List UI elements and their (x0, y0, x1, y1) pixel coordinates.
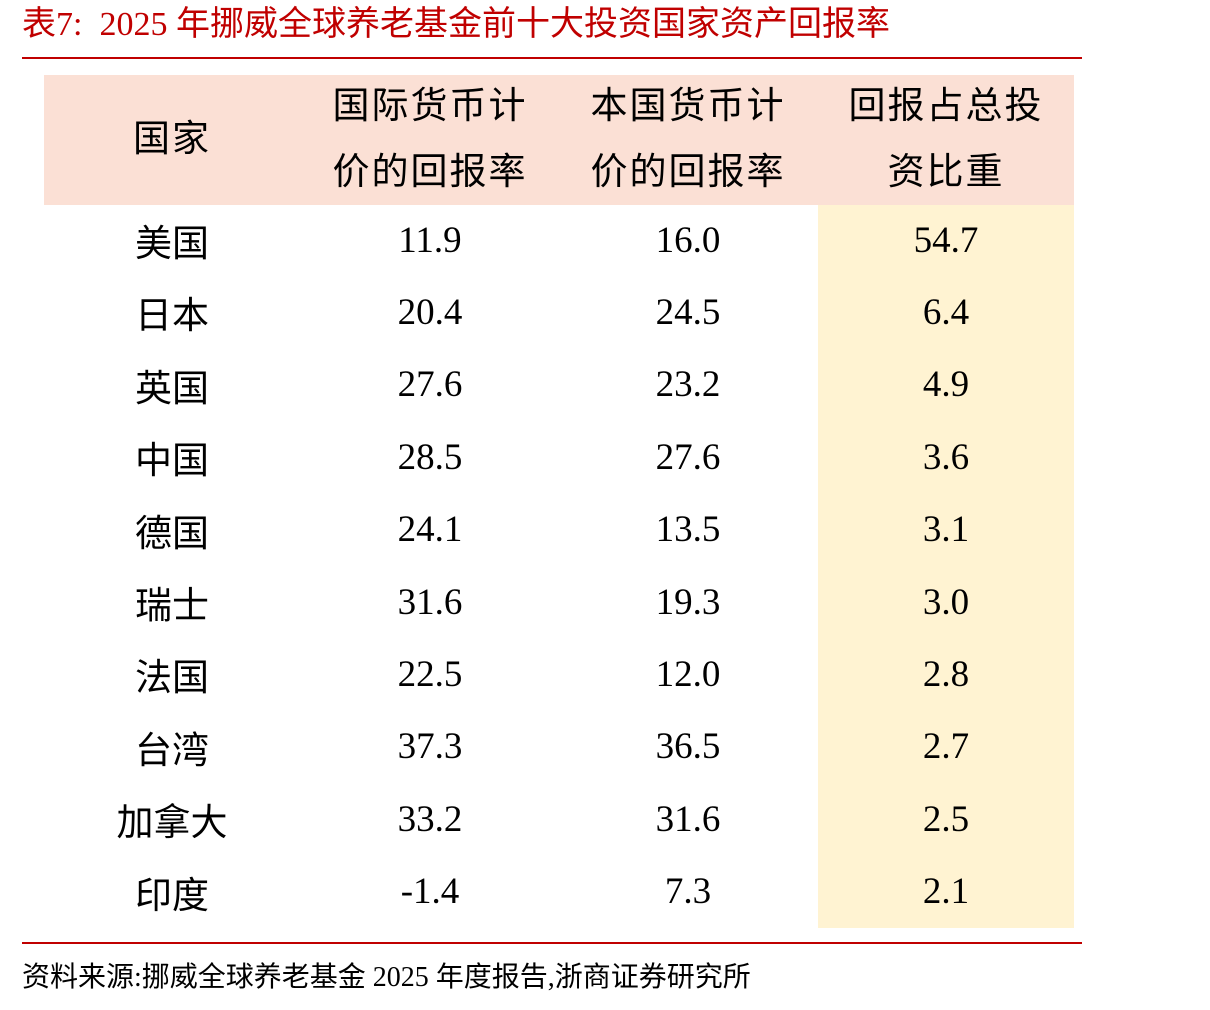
row-label: 德国 (135, 513, 209, 555)
title: 表7: 2025 年挪威全球养老基金前十大投资国家资产回报率 (22, 6, 890, 43)
table-cell: 3.0 (922, 581, 970, 623)
table-cell: 13.5 (655, 509, 721, 551)
row-label: 台湾 (135, 730, 209, 772)
table-cell: 12.0 (655, 653, 721, 695)
table-cell: 20.4 (397, 291, 463, 333)
table-cell: 23.2 (655, 364, 721, 406)
table-cell: 24.1 (397, 509, 463, 551)
row-label: 瑞士 (135, 586, 209, 627)
column-header-text: 本国货币计价的回报率 (590, 86, 786, 193)
table-cell: 3.6 (922, 436, 970, 478)
table-cell: 7.3 (664, 871, 712, 913)
row-label: 法国 (135, 658, 209, 700)
table-cell: 2.5 (922, 798, 970, 840)
table-cell: 2.8 (922, 653, 970, 695)
row-label: 美国 (135, 224, 209, 265)
column-header: 国家 (43, 75, 301, 205)
table-cell: 31.6 (655, 798, 721, 840)
row-label: 日本 (135, 296, 209, 338)
table-cell: -1.4 (400, 871, 460, 913)
table-cell: 28.5 (397, 436, 463, 478)
row-label: 印度 (135, 875, 209, 917)
column-highlight (818, 205, 1074, 928)
table-cell: 22.5 (397, 653, 463, 695)
column-header: 回报占总投资比重 (817, 75, 1075, 205)
table-cell: 54.7 (913, 219, 979, 261)
bottom-rule (22, 942, 1082, 944)
table-cell: 33.2 (397, 798, 463, 840)
top-rule (22, 57, 1082, 59)
table-cell: 37.3 (397, 726, 463, 768)
column-header-text: 国家 (133, 119, 211, 160)
header-background (44, 75, 1074, 205)
table-cell: 19.3 (655, 581, 721, 623)
table-cell: 2.7 (922, 726, 970, 768)
table-cell: 16.0 (655, 219, 721, 261)
column-header: 国际货币计价的回报率 (301, 75, 559, 205)
table-cell: 2.1 (922, 871, 970, 913)
row-label: 英国 (135, 368, 209, 410)
table-cell: 6.4 (922, 291, 970, 333)
table-cell: 11.9 (398, 219, 462, 261)
table-cell: 3.1 (922, 509, 970, 551)
column-header-text: 回报占总投资比重 (848, 86, 1044, 193)
table-cell: 36.5 (655, 726, 721, 768)
column-header-text: 国际货币计价的回报率 (332, 86, 528, 193)
table-cell: 24.5 (655, 291, 721, 333)
source-note: 资料来源:挪威全球养老基金 2025 年度报告,浙商证券研究所 (22, 962, 751, 993)
table-cell: 4.9 (922, 364, 970, 406)
column-header: 本国货币计价的回报率 (559, 75, 817, 205)
table-cell: 27.6 (397, 364, 463, 406)
table-cell: 27.6 (655, 436, 721, 478)
row-label: 中国 (135, 441, 209, 483)
table-cell: 31.6 (397, 581, 463, 623)
row-label: 加拿大 (116, 803, 228, 845)
